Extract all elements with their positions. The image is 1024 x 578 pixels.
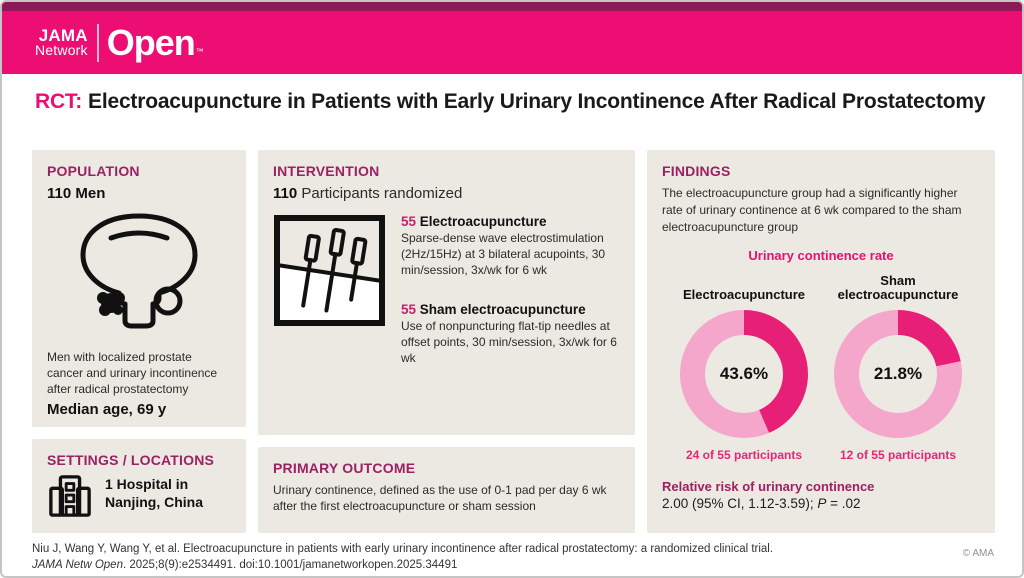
primary-outcome-panel: PRIMARY OUTCOME Urinary continence, defi… bbox=[258, 447, 635, 533]
population-count: 110 Men bbox=[47, 185, 106, 202]
logo-jama-text: JAMA bbox=[38, 25, 88, 45]
population-description: Men with localized prostate cancer and u… bbox=[47, 350, 218, 397]
intervention-heading: INTERVENTION bbox=[273, 163, 380, 179]
arm1-title: 55 Electroacupuncture bbox=[401, 214, 620, 229]
top-accent-strip bbox=[2, 2, 1022, 11]
logo-divider bbox=[96, 23, 99, 62]
donut-percent: 43.6% bbox=[705, 335, 783, 414]
chart-title: Urinary continence rate bbox=[748, 248, 894, 264]
arm1-description: Sparse-dense wave electrostimulation (2H… bbox=[401, 231, 606, 277]
arm2-n: 55 bbox=[401, 302, 417, 318]
arm1-name: Electroacupuncture bbox=[416, 214, 547, 229]
randomized-count: 110 bbox=[273, 185, 298, 202]
tumor-blob bbox=[97, 292, 125, 316]
settings-location-text: 1 Hospital in Nanjing, China bbox=[105, 476, 203, 510]
randomized-line: 110 Participants randomized bbox=[273, 185, 620, 202]
donut-chart-sham: 21.8% bbox=[834, 310, 962, 439]
donut-chart-electroacupuncture: 43.6% bbox=[680, 310, 808, 439]
settings-panel: SETTINGS / LOCATIONS 1 Hospital in Nanji… bbox=[32, 439, 246, 533]
brand-header-band: JAMA Network Open ™ bbox=[2, 11, 1022, 74]
donut-label: Sham electroacupuncture bbox=[837, 272, 959, 303]
page-title: RCT: Electroacupuncture in Patients with … bbox=[35, 90, 1002, 114]
donut-caption: 12 of 55 participants bbox=[839, 448, 957, 463]
relative-risk-label: Relative risk of urinary continence bbox=[662, 479, 875, 495]
logo-network-text: Network bbox=[35, 41, 88, 58]
citation: Niu J, Wang Y, Wang Y, et al. Electroacu… bbox=[32, 541, 872, 573]
rr-pre: 2.00 (95% CI, 1.12-3.59); bbox=[662, 496, 818, 512]
donut-group-sham: Sham electroacupuncture 21.8% 12 of 55 p… bbox=[822, 271, 974, 462]
citation-line2: JAMA Netw Open. 2025;8(9):e2534491. doi:… bbox=[32, 557, 872, 573]
donut-caption: 24 of 55 participants bbox=[685, 448, 803, 463]
journal-name: JAMA Netw Open bbox=[32, 559, 123, 572]
population-heading: POPULATION bbox=[47, 163, 140, 179]
relative-risk-value: 2.00 (95% CI, 1.12-3.59); P = .02 bbox=[662, 496, 980, 511]
trademark-mark: ™ bbox=[195, 46, 204, 56]
rr-p-italic: P bbox=[817, 496, 827, 512]
donut-group-electroacupuncture: Electroacupuncture 43.6% 24 of 55 partic… bbox=[668, 271, 820, 462]
arm2-description: Use of nonpuncturing flat-tip needles at… bbox=[401, 319, 617, 366]
bladder-prostate-icon bbox=[61, 208, 217, 339]
primary-outcome-heading: PRIMARY OUTCOME bbox=[273, 460, 416, 476]
acupuncture-needles-icon bbox=[273, 214, 386, 367]
relative-risk-block: Relative risk of urinary continence 2.00… bbox=[662, 479, 980, 511]
arm2-name: Sham electroacupuncture bbox=[416, 302, 586, 318]
findings-panel: FINDINGS The electroacupuncture group ha… bbox=[647, 150, 995, 533]
donut-charts-row: Electroacupuncture 43.6% 24 of 55 partic… bbox=[662, 271, 980, 462]
logo-open-text: Open bbox=[106, 21, 196, 63]
citation-line1: Niu J, Wang Y, Wang Y, et al. Electroacu… bbox=[32, 543, 774, 555]
arm2-title: 55 Sham electroacupuncture bbox=[401, 302, 620, 317]
title-text: Electroacupuncture in Patients with Earl… bbox=[88, 90, 986, 113]
citation-line2-rest: . 2025;8(9):e2534491. doi:10.1001/jamane… bbox=[122, 559, 458, 572]
population-panel: POPULATION 110 Men Men with localized pr… bbox=[32, 150, 246, 427]
donut-percent: 21.8% bbox=[859, 335, 937, 414]
logo-stack: JAMA Network bbox=[35, 25, 88, 58]
donut-label: Electroacupuncture bbox=[682, 287, 806, 303]
findings-summary: The electroacupuncture group had a signi… bbox=[662, 186, 962, 234]
settings-heading: SETTINGS / LOCATIONS bbox=[47, 452, 215, 468]
primary-outcome-text: Urinary continence, defined as the use o… bbox=[273, 483, 607, 514]
randomized-suffix: Participants randomized bbox=[297, 185, 463, 202]
intervention-panel: INTERVENTION 110 Participants randomized bbox=[258, 150, 635, 435]
rr-post: = .02 bbox=[826, 496, 861, 512]
hospital-icon bbox=[47, 474, 93, 523]
population-median-age: Median age, 69 y bbox=[47, 400, 167, 418]
copyright-ama: © AMA bbox=[962, 548, 994, 559]
title-rct-prefix: RCT: bbox=[35, 90, 83, 113]
jama-network-open-logo: JAMA Network Open ™ bbox=[35, 21, 204, 63]
findings-heading: FINDINGS bbox=[662, 163, 731, 179]
arm1-n: 55 bbox=[401, 214, 417, 229]
